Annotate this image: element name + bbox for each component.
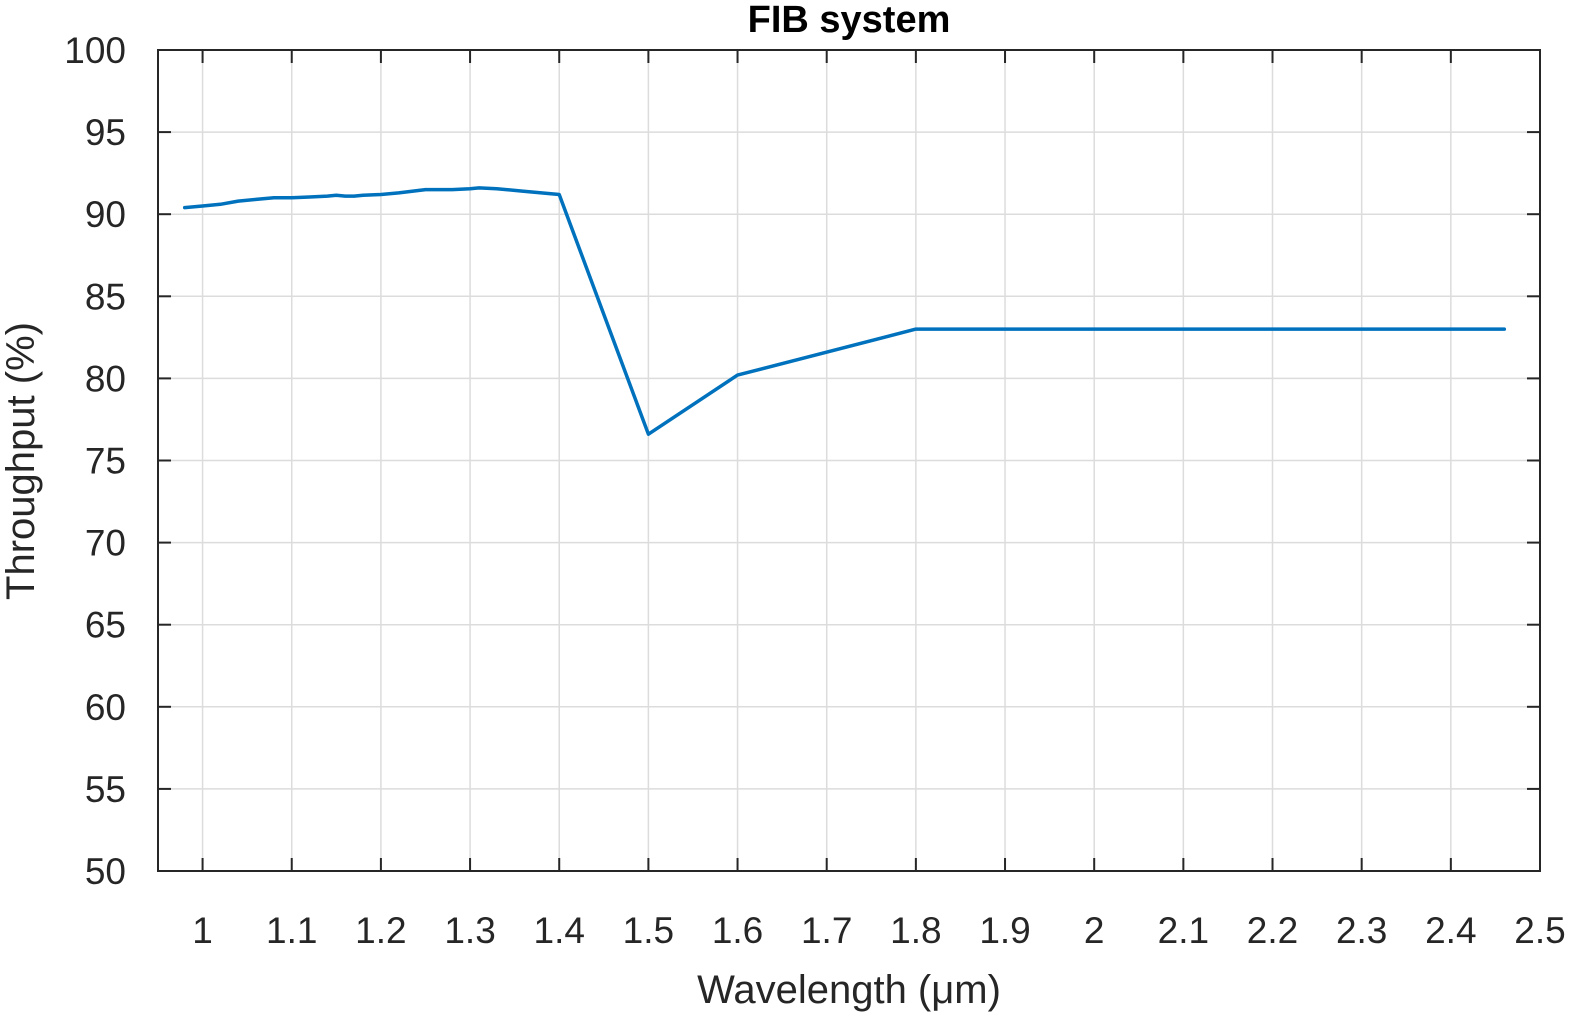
x-tick-label: 2.2: [1247, 910, 1298, 951]
x-axis-label: Wavelength (μm): [697, 968, 1001, 1012]
x-tick-label: 1: [192, 910, 213, 951]
throughput-line: [182, 186, 1507, 436]
x-tick-label: 1.8: [890, 910, 941, 951]
x-tick-label: 1.9: [979, 910, 1030, 951]
chart-title: FIB system: [748, 0, 951, 41]
y-tick-label: 90: [85, 194, 126, 235]
x-tick-label: 1.7: [801, 910, 852, 951]
x-tick-label: 1.2: [355, 910, 406, 951]
y-tick-label: 60: [85, 687, 126, 728]
x-tick-label: 1.6: [712, 910, 763, 951]
y-tick-label: 70: [85, 523, 126, 564]
y-tick-label: 80: [85, 358, 126, 399]
x-tick-label: 1.1: [266, 910, 317, 951]
x-tick-label: 2.5: [1514, 910, 1565, 951]
x-tick-label: 2.4: [1425, 910, 1476, 951]
y-tick-labels: 50 55 60 65 70 75 80 85 90 95 100: [64, 30, 126, 892]
y-tick-label: 95: [85, 112, 126, 153]
x-tick-labels: 1 1.1 1.2 1.3 1.4 1.5 1.6 1.7 1.8 1.9 2 2.1 2.2 2.3 2.…: [192, 910, 1565, 951]
y-axis-label: Throughput (%): [0, 322, 43, 600]
y-tick-label: 50: [85, 851, 126, 892]
x-tick-label: 1.4: [534, 910, 585, 951]
grid-lines: [158, 49, 1541, 872]
x-tick-label: 1.3: [444, 910, 495, 951]
x-tick-label: 2.3: [1336, 910, 1387, 951]
x-tick-label: 2: [1084, 910, 1105, 951]
y-tick-label: 75: [85, 441, 126, 482]
axis-ticks: [158, 49, 1541, 872]
x-tick-label: 2.1: [1158, 910, 1209, 951]
y-tick-label: 55: [85, 769, 126, 810]
x-tick-label: 1.5: [623, 910, 674, 951]
y-tick-label: 85: [85, 276, 126, 317]
y-tick-label: 100: [64, 30, 126, 71]
series-group: [182, 186, 1507, 436]
y-tick-label: 65: [85, 605, 126, 646]
